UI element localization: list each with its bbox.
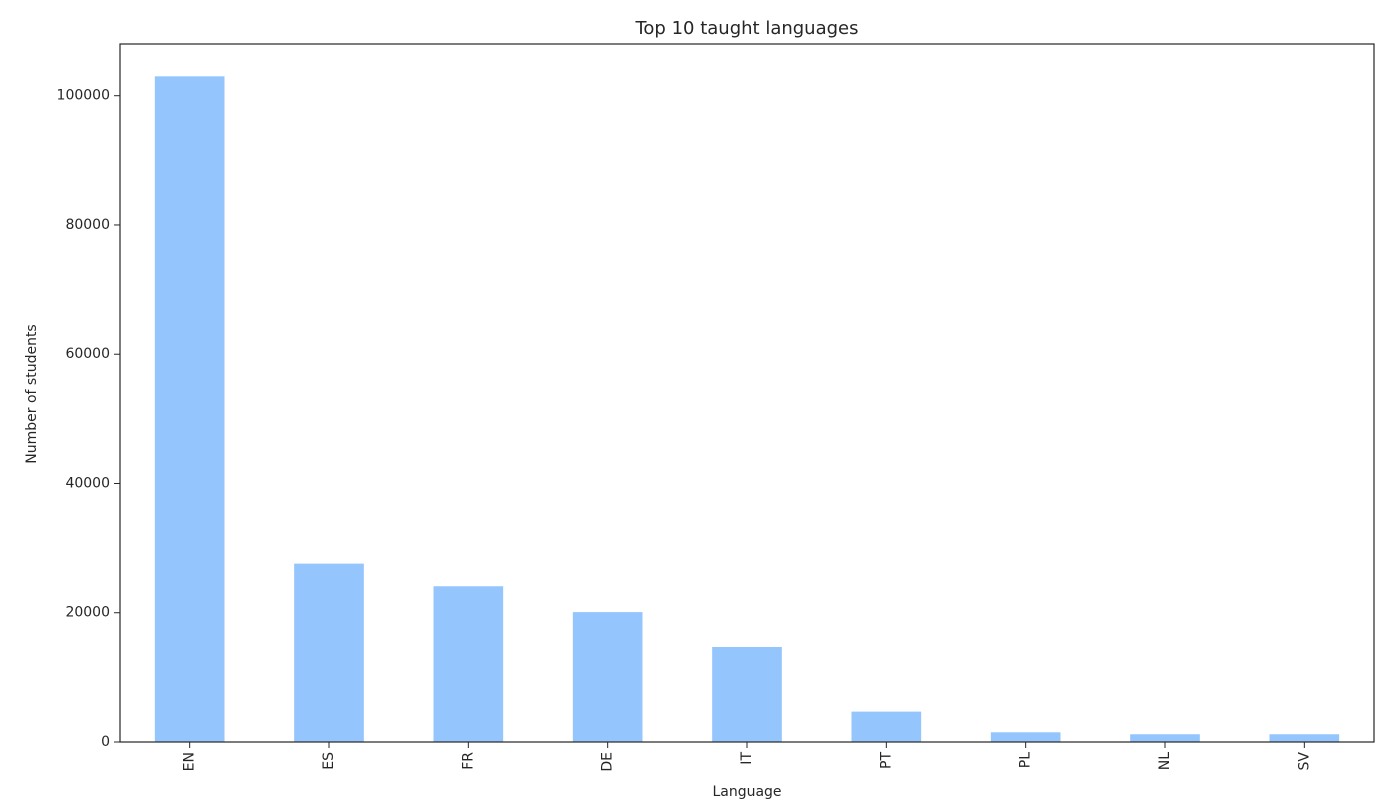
y-tick-label: 100000 [57,88,110,104]
x-tick-label-es: ES [321,752,337,770]
x-tick-label-de: DE [600,752,616,772]
x-tick-label-en: EN [182,752,198,771]
x-tick-label-it: IT [739,752,755,765]
bar-fr [433,586,504,742]
y-tick-label: 80000 [65,217,110,233]
bar-es [294,563,364,742]
x-axis: EN ES FR DE IT PT PL NL SV [182,742,1312,772]
bar-sv [1269,734,1340,742]
plot-area: EN ES FR DE IT PT PL NL SV 0 20000 40000 60000 80000… [57,43,1375,772]
y-tick-label: 60000 [65,346,110,362]
plot-frame [119,43,1375,743]
bar-it [712,646,782,742]
x-tick-label-pt: PT [878,752,894,769]
y-axis: 0 20000 40000 60000 80000 100000 [57,88,120,750]
bar-pt [851,711,922,742]
x-tick-label-sv: SV [1296,752,1312,771]
bars-group [154,76,1340,742]
x-tick-label-pl: PL [1018,752,1034,768]
x-tick-label-fr: FR [460,752,476,770]
y-tick-label: 40000 [65,475,110,491]
chart-title: Top 10 taught languages [634,18,858,39]
x-tick-label-nl: NL [1157,752,1173,770]
x-axis-label: Language [712,784,781,800]
bar-en [154,76,225,742]
bar-pl [990,732,1061,742]
bar-de [572,612,643,742]
y-tick-label: 0 [101,734,110,750]
bar-nl [1130,734,1200,742]
y-tick-label: 20000 [65,605,110,621]
y-axis-label: Number of students [24,324,40,463]
